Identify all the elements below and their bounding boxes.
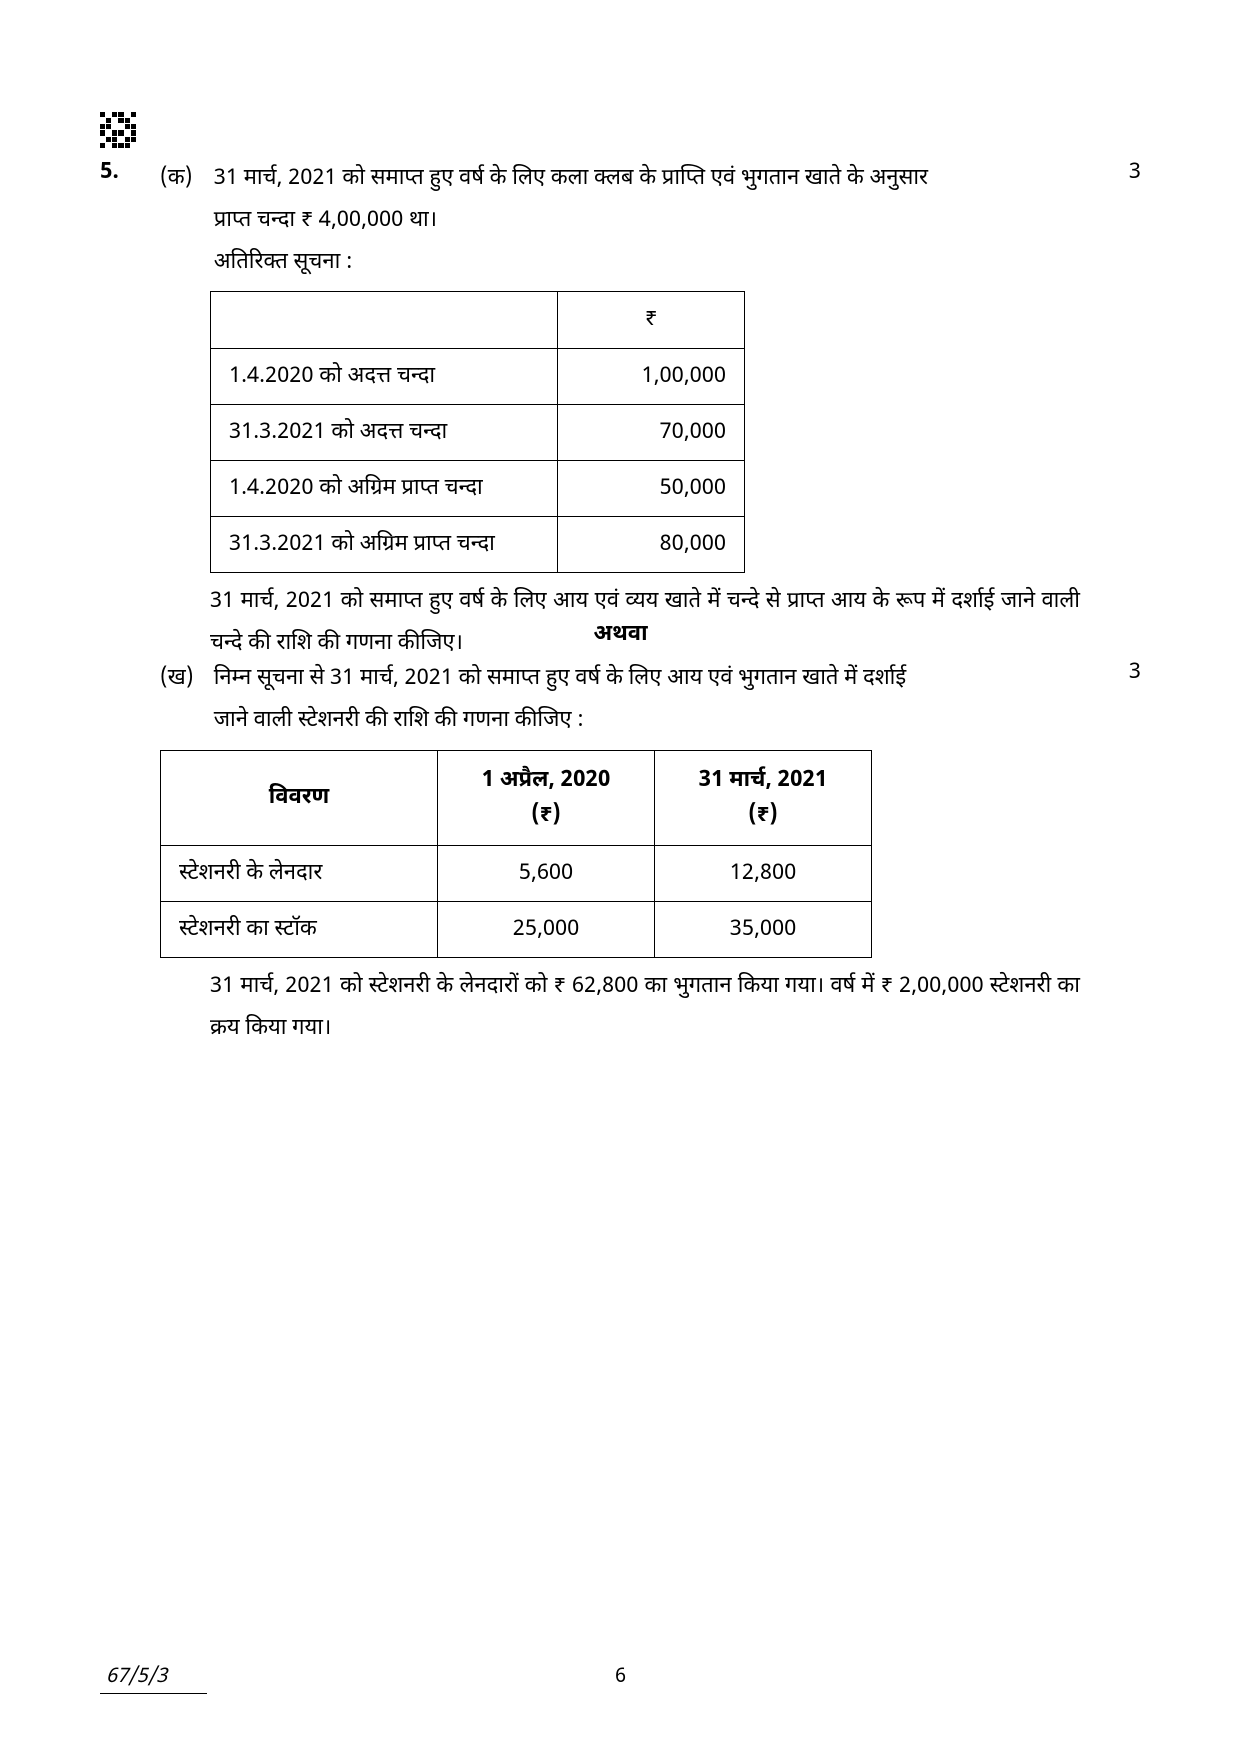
t1-header-currency: ₹ <box>558 292 745 348</box>
part-a-text: 31 मार्च, 2021 को समाप्त हुए वर्ष के लिए… <box>214 158 1084 283</box>
table-row: स्टेशनरी का स्टॉक 25,000 35,000 <box>161 902 872 958</box>
part-b-label: (ख) <box>160 658 208 700</box>
part-a-line1: 31 मार्च, 2021 को समाप्त हुए वर्ष के लिए… <box>214 164 928 193</box>
t2-header-col1: 1 अप्रैल, 2020 (₹) <box>438 750 655 845</box>
t2-header-col2: 31 मार्च, 2021 (₹) <box>655 750 872 845</box>
t1-cell: 31.3.2021 को अग्रिम प्राप्त चन्दा <box>211 517 558 573</box>
table-row: 31.3.2021 को अग्रिम प्राप्त चन्दा 80,000 <box>211 517 745 573</box>
part-b-text: निम्न सूचना से 31 मार्च, 2021 को समाप्त … <box>214 658 1084 742</box>
part-a-label: (क) <box>160 158 208 200</box>
t2-cell: 12,800 <box>655 845 872 901</box>
table-row: ₹ <box>211 292 745 348</box>
t1-cell: 31.3.2021 को अदत्त चन्दा <box>211 404 558 460</box>
t2-cell: 5,600 <box>438 845 655 901</box>
table-row: विवरण 1 अप्रैल, 2020 (₹) 31 मार्च, 2021 … <box>161 750 872 845</box>
footer-code: 67/5/3 <box>100 1665 207 1694</box>
t1-cell: 70,000 <box>558 404 745 460</box>
qr-code <box>100 112 136 148</box>
t1-cell: 50,000 <box>558 460 745 516</box>
part-b-after-text: 31 मार्च, 2021 को स्टेशनरी के लेनदारों क… <box>210 966 1080 1050</box>
t2-cell: स्टेशनरी का स्टॉक <box>161 902 438 958</box>
part-b-line1: निम्न सूचना से 31 मार्च, 2021 को समाप्त … <box>214 664 906 693</box>
or-label: अथवा <box>100 620 1141 649</box>
table-row: 1.4.2020 को अग्रिम प्राप्त चन्दा 50,000 <box>211 460 745 516</box>
part-a-line2: प्राप्त चन्दा ₹ 4,00,000 था। <box>214 206 437 235</box>
t1-cell: 80,000 <box>558 517 745 573</box>
part-a-line3: अतिरिक्त सूचना : <box>214 248 353 277</box>
table-row: स्टेशनरी के लेनदार 5,600 12,800 <box>161 845 872 901</box>
part-b-line2: जाने वाली स्टेशनरी की राशि की गणना कीजिए… <box>214 706 584 735</box>
t2-cell: स्टेशनरी के लेनदार <box>161 845 438 901</box>
question-part-a: (क) 31 मार्च, 2021 को समाप्त हुए वर्ष के… <box>100 158 1141 665</box>
table-row: 1.4.2020 को अदत्त चन्दा 1,00,000 <box>211 348 745 404</box>
t1-cell: 1.4.2020 को अदत्त चन्दा <box>211 348 558 404</box>
table-row: 31.3.2021 को अदत्त चन्दा 70,000 <box>211 404 745 460</box>
question-part-b: (ख) निम्न सूचना से 31 मार्च, 2021 को समा… <box>100 658 1141 1050</box>
t2-header-desc: विवरण <box>161 750 438 845</box>
t2-cell: 35,000 <box>655 902 872 958</box>
t1-cell: 1.4.2020 को अग्रिम प्राप्त चन्दा <box>211 460 558 516</box>
table-part-b: विवरण 1 अप्रैल, 2020 (₹) 31 मार्च, 2021 … <box>160 750 872 959</box>
t1-cell: 1,00,000 <box>558 348 745 404</box>
table-part-a: ₹ 1.4.2020 को अदत्त चन्दा 1,00,000 31.3.… <box>210 291 745 573</box>
footer-page-number: 6 <box>615 1665 626 1691</box>
t2-cell: 25,000 <box>438 902 655 958</box>
t1-header-blank <box>211 292 558 348</box>
